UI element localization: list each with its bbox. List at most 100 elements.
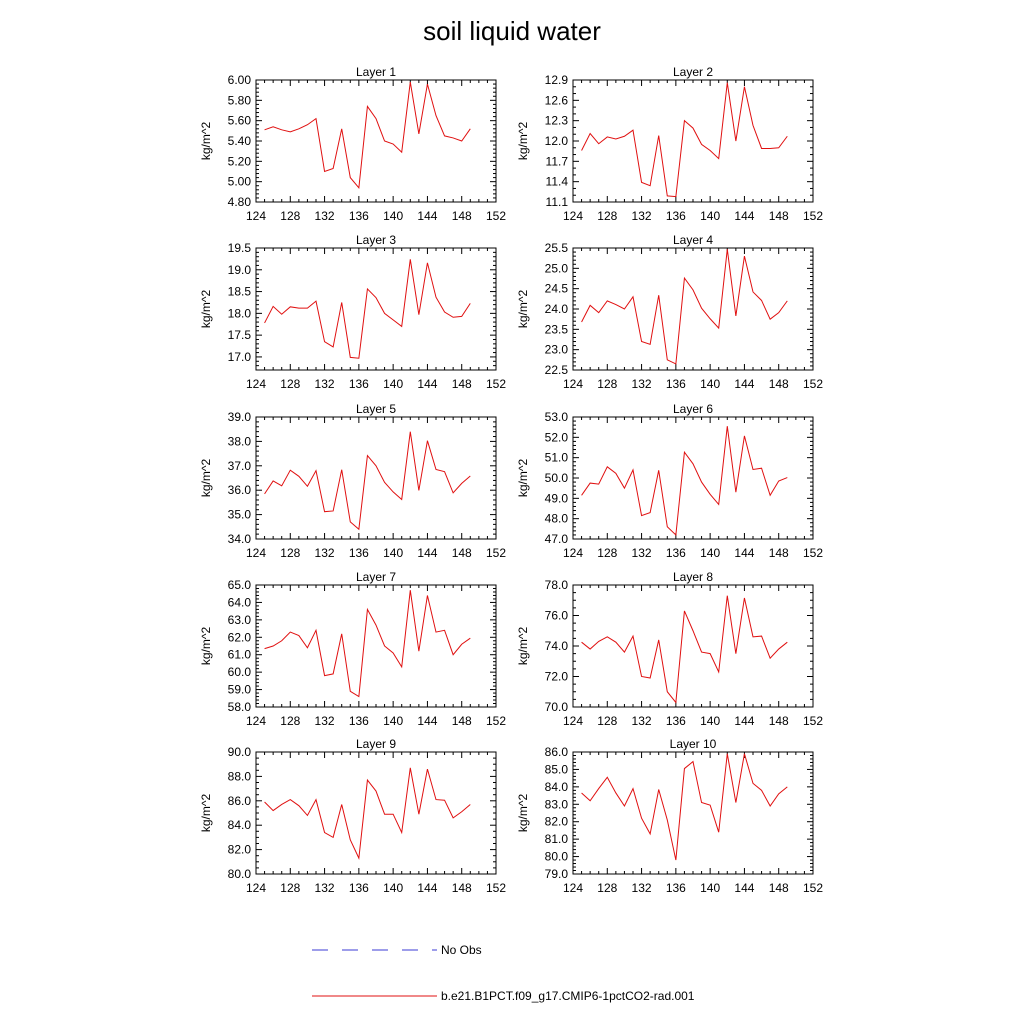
y-tick-label: 64.0 xyxy=(228,595,252,609)
plot-frame xyxy=(572,79,814,203)
x-tick-label: 152 xyxy=(486,377,506,391)
y-tick-label: 36.0 xyxy=(228,483,252,497)
x-tick-label: 132 xyxy=(632,546,652,560)
legend-no-obs-label: No Obs xyxy=(441,943,482,957)
y-tick-label: 90.0 xyxy=(228,745,252,759)
y-tick-label: 48.0 xyxy=(545,512,569,526)
y-tick-label: 51.0 xyxy=(545,451,569,465)
x-tick-label: 148 xyxy=(769,546,789,560)
x-tick-label: 136 xyxy=(349,546,369,560)
panel-layer-6: Layer 6 kg/m^2 124 128 132 136 140 144 148 152 47.… xyxy=(516,402,823,560)
x-tick-label: 124 xyxy=(246,881,266,895)
y-tick-label: 80.0 xyxy=(545,850,569,864)
x-tick-label: 152 xyxy=(803,546,823,560)
y-tick-label: 50.0 xyxy=(545,471,569,485)
x-tick-label: 136 xyxy=(666,209,686,223)
plot-frame xyxy=(255,416,497,540)
x-tick-label: 124 xyxy=(563,714,583,728)
y-tick-label: 84.0 xyxy=(228,818,252,832)
y-tick-label: 83.0 xyxy=(545,797,569,811)
y-axis-label: kg/m^2 xyxy=(516,459,530,498)
panel-layer-3: Layer 3 kg/m^2 124 128 132 136 140 144 148 152 17.… xyxy=(199,233,506,391)
series-line xyxy=(581,595,788,704)
panel-layer-10: Layer 10 kg/m^2 124 128 132 136 140 144 148 152 79… xyxy=(516,737,823,895)
x-tick-label: 136 xyxy=(349,377,369,391)
y-tick-label: 79.0 xyxy=(545,867,569,881)
x-tick-label: 148 xyxy=(452,377,472,391)
y-tick-label: 5.20 xyxy=(228,154,252,168)
y-tick-label: 60.0 xyxy=(228,665,252,679)
series-line xyxy=(581,249,788,365)
x-tick-label: 144 xyxy=(734,209,754,223)
x-tick-label: 128 xyxy=(280,377,300,391)
y-tick-label: 52.0 xyxy=(545,430,569,444)
y-axis-label: kg/m^2 xyxy=(516,122,530,161)
x-tick-label: 144 xyxy=(734,377,754,391)
y-tick-label: 35.0 xyxy=(228,508,252,522)
y-tick-label: 53.0 xyxy=(545,410,569,424)
y-tick-label: 72.0 xyxy=(545,670,569,684)
y-tick-label: 11.4 xyxy=(546,175,569,189)
y-tick-label: 39.0 xyxy=(228,410,252,424)
x-tick-label: 132 xyxy=(632,377,652,391)
y-axis-label: kg/m^2 xyxy=(199,122,213,161)
y-axis-label: kg/m^2 xyxy=(516,290,530,329)
x-tick-label: 140 xyxy=(383,714,403,728)
x-tick-label: 148 xyxy=(452,546,472,560)
x-tick-label: 132 xyxy=(632,714,652,728)
x-tick-label: 124 xyxy=(246,714,266,728)
panel-layer-4: Layer 4 kg/m^2 124 128 132 136 140 144 148 152 22.… xyxy=(516,233,823,391)
y-tick-label: 38.0 xyxy=(228,434,252,448)
panel-layer-8: Layer 8 kg/m^2 124 128 132 136 140 144 148 152 70.… xyxy=(516,570,823,728)
x-tick-label: 136 xyxy=(349,714,369,728)
panel-layer-1: Layer 1 kg/m^2 124 128 132 136 140 144 148 152 4.8… xyxy=(199,65,506,223)
y-tick-label: 6.00 xyxy=(228,73,252,87)
y-tick-label: 61.0 xyxy=(228,648,252,662)
y-tick-label: 86.0 xyxy=(545,745,569,759)
y-tick-label: 24.0 xyxy=(545,302,569,316)
y-tick-label: 12.0 xyxy=(545,134,569,148)
y-tick-label: 84.0 xyxy=(545,780,569,794)
y-tick-label: 80.0 xyxy=(228,867,252,881)
y-tick-label: 12.6 xyxy=(545,93,569,107)
y-tick-label: 63.0 xyxy=(228,613,252,627)
plot-frame xyxy=(255,79,497,203)
x-tick-label: 152 xyxy=(486,546,506,560)
x-tick-label: 152 xyxy=(803,209,823,223)
x-tick-label: 132 xyxy=(315,209,335,223)
y-tick-label: 17.5 xyxy=(228,328,252,342)
series-line xyxy=(264,259,471,359)
y-axis-label: kg/m^2 xyxy=(199,290,213,329)
panel-title: Layer 9 xyxy=(356,737,396,751)
x-tick-label: 128 xyxy=(280,881,300,895)
x-tick-label: 140 xyxy=(700,546,720,560)
y-tick-label: 18.5 xyxy=(228,285,252,299)
x-tick-label: 136 xyxy=(349,881,369,895)
series-line xyxy=(581,753,788,861)
panels: Layer 1 kg/m^2 124 128 132 136 140 144 148 152 4.8… xyxy=(199,65,823,895)
x-tick-label: 148 xyxy=(452,714,472,728)
x-tick-label: 140 xyxy=(700,209,720,223)
x-tick-label: 124 xyxy=(563,377,583,391)
legend-series-label: b.e21.B1PCT.f09_g17.CMIP6-1pctCO2-rad.00… xyxy=(441,989,695,1003)
figure-title: soil liquid water xyxy=(423,16,601,46)
panel-title: Layer 6 xyxy=(673,402,713,416)
y-tick-label: 5.60 xyxy=(228,114,252,128)
y-tick-label: 5.00 xyxy=(228,175,252,189)
y-tick-label: 24.5 xyxy=(545,282,569,296)
y-tick-label: 82.0 xyxy=(545,815,569,829)
x-tick-label: 140 xyxy=(383,881,403,895)
y-tick-label: 34.0 xyxy=(228,532,252,546)
x-tick-label: 140 xyxy=(700,881,720,895)
y-tick-label: 82.0 xyxy=(228,843,252,857)
x-tick-label: 140 xyxy=(383,546,403,560)
y-tick-label: 23.0 xyxy=(545,343,569,357)
x-tick-label: 148 xyxy=(769,209,789,223)
panel-title: Layer 3 xyxy=(356,233,396,247)
series-line xyxy=(581,426,788,536)
x-tick-label: 132 xyxy=(315,546,335,560)
y-tick-label: 37.0 xyxy=(228,459,252,473)
x-tick-label: 148 xyxy=(769,377,789,391)
plot-frame xyxy=(572,751,814,875)
